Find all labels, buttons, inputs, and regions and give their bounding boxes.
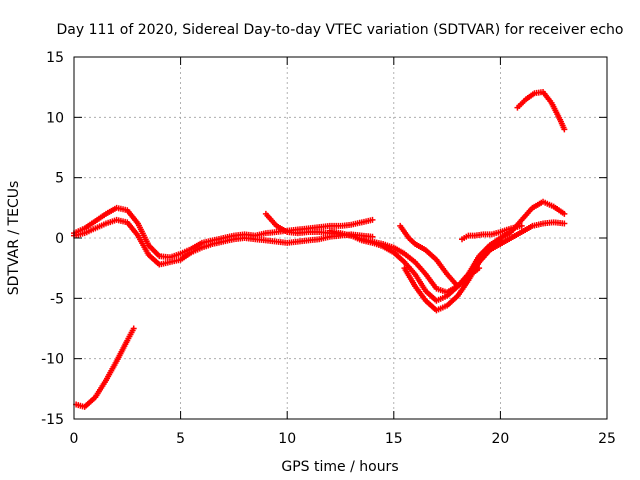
data-point	[561, 210, 568, 217]
y-tick-label: 10	[46, 110, 64, 126]
x-tick-label: 10	[278, 431, 296, 447]
y-tick-label: -5	[50, 291, 64, 307]
data-point	[561, 126, 568, 133]
series-trace-late-short	[459, 222, 525, 243]
series-trace-main-lower	[71, 216, 376, 268]
y-tick-label: 0	[55, 231, 64, 247]
series-trace-bottom-left	[73, 325, 137, 410]
data-points	[71, 88, 568, 410]
data-point	[369, 216, 376, 223]
x-tick-label: 20	[491, 431, 509, 447]
x-tick-label: 25	[598, 431, 616, 447]
series-trace-top-right	[514, 88, 568, 133]
y-axis-label: SDTVAR / TECUs	[6, 181, 22, 296]
y-tick-label: 15	[46, 50, 64, 66]
x-tick-label: 15	[385, 431, 403, 447]
series-trace-mid-4	[397, 198, 568, 290]
chart-title: Day 111 of 2020, Sidereal Day-to-day VTE…	[57, 22, 624, 38]
axis-ticks: 0 5 10 15 20 25 -15 -10 -5 0 5 10 15	[41, 50, 616, 447]
x-tick-label: 0	[70, 431, 79, 447]
data-point	[518, 222, 525, 229]
x-tick-label: 5	[176, 431, 185, 447]
series-trace-mid-3	[401, 219, 568, 314]
y-tick-label: -15	[41, 412, 64, 428]
x-axis-label: GPS time / hours	[281, 459, 398, 475]
data-point	[130, 325, 137, 332]
data-point	[561, 220, 568, 227]
y-tick-label: 5	[55, 171, 64, 187]
y-tick-label: -10	[41, 352, 64, 368]
